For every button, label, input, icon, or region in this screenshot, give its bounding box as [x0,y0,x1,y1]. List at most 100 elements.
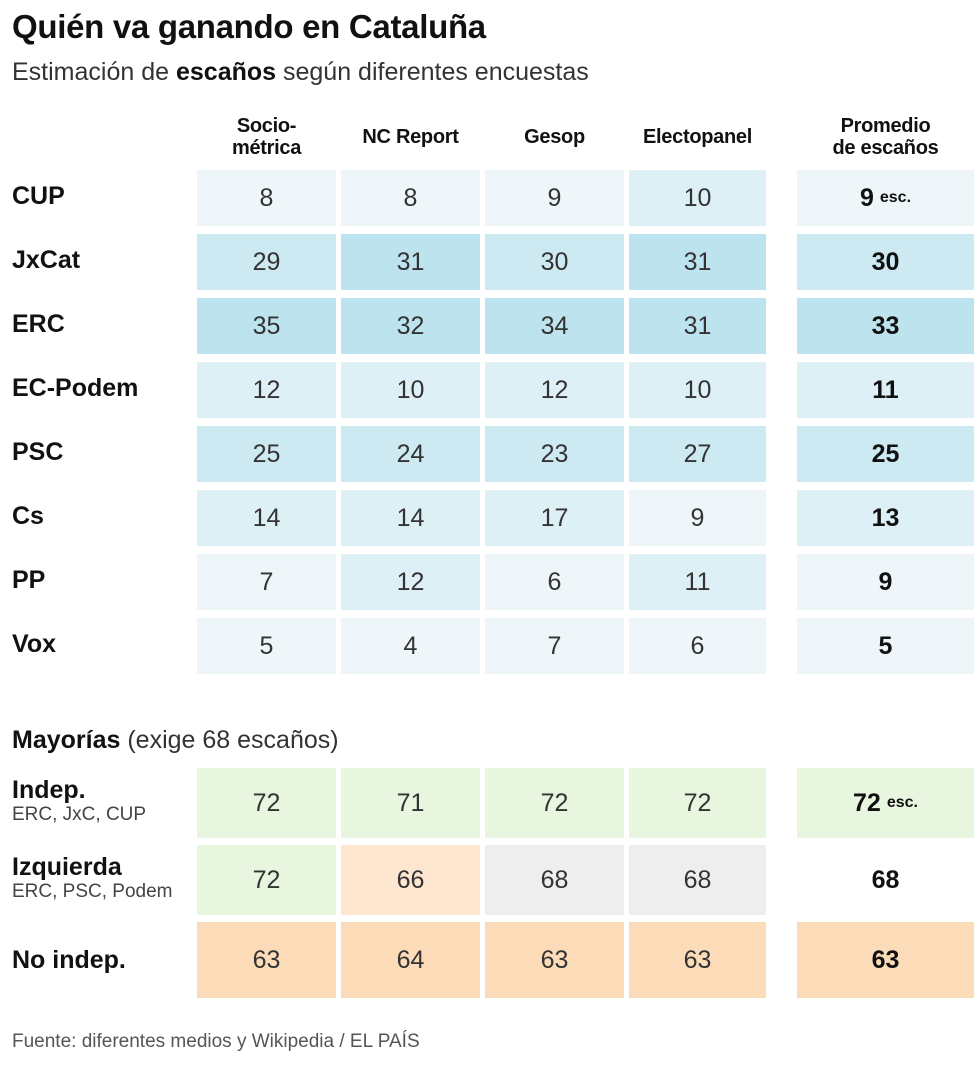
column-header-0: Socio- métrica [231,114,302,159]
seat-value: 12 [540,375,569,404]
majority-cell: 72 [197,768,336,838]
majority-name: Indep. [12,776,86,804]
seat-cell: 35 [197,298,336,354]
unit-suffix: esc. [879,189,912,206]
seat-value: 30 [871,247,900,276]
majority-value: 71 [396,788,425,817]
subtitle-prefix: Estimación de [12,58,170,86]
seat-cell: 27 [629,426,766,482]
seat-value: 9 [690,503,705,532]
seat-cell: 31 [629,234,766,290]
seat-value: 27 [683,439,712,468]
majority-cell: 68 [797,845,974,915]
seat-cell: 25 [797,426,974,482]
seat-cell: 9 [485,170,624,226]
seat-value: 10 [683,375,712,404]
seat-cell: 12 [341,554,480,610]
seat-cell: 24 [341,426,480,482]
seat-value: 11 [684,567,711,596]
seat-cell: 5 [797,618,974,674]
seat-cell: 31 [341,234,480,290]
seat-cell: 4 [341,618,480,674]
majority-value: 72 [252,788,281,817]
majorities-heading: Mayorías (exige 68 escaños) [12,726,339,755]
seat-cell: 34 [485,298,624,354]
row-label-vox: Vox [12,630,56,658]
seat-value: 9 [547,183,562,212]
seat-value: 7 [259,567,274,596]
seat-value: 32 [396,311,425,340]
row-label-ec-podem: EC-Podem [12,374,139,402]
seat-value: 10 [396,375,425,404]
seat-cell: 30 [797,234,974,290]
majority-value: 68 [683,865,712,894]
seat-value: 29 [252,247,281,276]
seat-cell: 9 [629,490,766,546]
majority-cell: 63 [629,922,766,998]
majority-cell: 63 [197,922,336,998]
majority-cell: 72 [629,768,766,838]
source-note: Fuente: diferentes medios y Wikipedia / … [12,1031,420,1052]
unit-suffix: esc. [886,794,918,811]
seat-value: 31 [396,247,425,276]
majority-value: 72 [252,865,281,894]
seat-value: 12 [396,567,425,596]
seat-cell: 30 [485,234,624,290]
seat-value: 17 [540,503,569,532]
column-header-1: NC Report [362,125,459,148]
row-label-psc: PSC [12,438,64,466]
row-label-cs: Cs [12,502,44,530]
seat-cell: 23 [485,426,624,482]
seat-cell: 12 [485,362,624,418]
majority-cell: 68 [629,845,766,915]
seat-value: 12 [252,375,281,404]
seat-cell: 6 [485,554,624,610]
seat-value: 7 [547,631,562,660]
subtitle-bold: escaños [175,58,277,86]
seat-value: 24 [396,439,425,468]
seat-cell: 7 [197,554,336,610]
majority-cell: 63 [797,922,974,998]
seat-value: 23 [540,439,569,468]
majority-cell: 63 [485,922,624,998]
majorities-title: Mayorías [12,726,121,754]
seat-value: 33 [871,311,900,340]
majority-cell: 72 [197,845,336,915]
seat-cell: 9 esc. [797,170,974,226]
seat-cell: 13 [797,490,974,546]
majority-parties: ERC, PSC, Podem [12,881,173,902]
majority-cell: 71 [341,768,480,838]
seat-cell: 31 [629,298,766,354]
majority-value: 63 [683,945,712,974]
seat-value: 34 [540,311,569,340]
seat-cell: 14 [197,490,336,546]
seat-value: 9 [859,183,874,212]
seat-cell: 12 [197,362,336,418]
seat-cell: 8 [341,170,480,226]
seat-value: 13 [871,503,900,532]
seat-value: 35 [252,311,281,340]
majority-value: 68 [871,865,900,894]
majority-value: 63 [871,945,900,974]
seat-value: 11 [872,375,899,404]
majority-name: Izquierda [12,853,122,881]
seat-value: 6 [690,631,705,660]
seat-value: 31 [683,247,712,276]
column-header-2: Gesop [524,125,585,148]
seat-value: 9 [878,567,893,596]
majority-value: 72 [540,788,569,817]
seat-cell: 7 [485,618,624,674]
majority-cell: 72 esc. [797,768,974,838]
majority-cell: 66 [341,845,480,915]
majority-value: 72 [853,788,881,817]
majority-value: 64 [396,945,425,974]
seat-cell: 32 [341,298,480,354]
seat-value: 31 [683,311,712,340]
majority-parties: ERC, JxC, CUP [12,804,147,825]
seat-cell: 17 [485,490,624,546]
seat-cell: 8 [197,170,336,226]
chart-subtitle: Estimación de escaños según diferentes e… [12,58,589,87]
seat-value: 14 [252,503,281,532]
majority-value: 63 [252,945,281,974]
seat-cell: 33 [797,298,974,354]
